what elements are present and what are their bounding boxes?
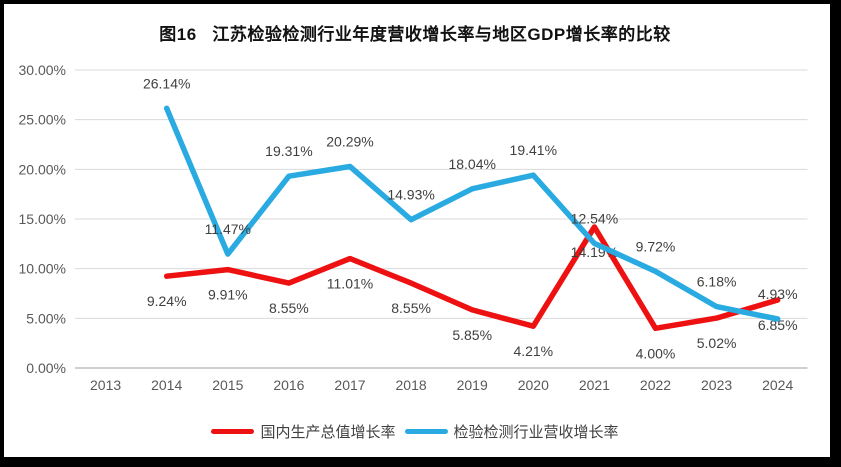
data-label-gdp-growth: 6.85% <box>758 317 798 333</box>
data-label-inspection-revenue-growth: 26.14% <box>143 75 190 91</box>
y-tick-label: 0.00% <box>26 360 66 376</box>
y-tick-label: 10.00% <box>19 261 66 277</box>
chart-legend: 国内生产总值增长率 检验检测行业营收增长率 <box>0 419 830 443</box>
x-tick-label: 2017 <box>334 377 365 393</box>
y-tick-label: 20.00% <box>19 161 66 177</box>
legend-line-swatch-inspection-revenue-growth <box>404 428 448 434</box>
x-tick-label: 2016 <box>273 377 304 393</box>
data-label-gdp-growth: 4.00% <box>636 345 676 361</box>
x-tick-label: 2022 <box>640 377 671 393</box>
legend-label-inspection-revenue-growth: 检验检测行业营收增长率 <box>453 423 619 441</box>
data-label-gdp-growth: 9.24% <box>147 293 187 309</box>
y-tick-label: 5.00% <box>26 310 66 326</box>
x-tick-label: 2024 <box>762 377 793 393</box>
data-label-inspection-revenue-growth: 4.93% <box>758 286 798 302</box>
data-label-gdp-growth: 5.85% <box>452 327 492 343</box>
y-tick-label: 25.00% <box>19 112 66 128</box>
x-tick-label: 2018 <box>396 377 427 393</box>
chart-title: 图16 江苏检验检测行业年度营收增长率与地区GDP增长率的比较 <box>159 25 671 44</box>
chart-background <box>4 4 830 457</box>
data-label-inspection-revenue-growth: 9.72% <box>636 238 676 254</box>
legend-item-inspection-revenue-growth: 检验检测行业营收增长率 <box>404 421 619 442</box>
series-line-gdp-growth <box>163 224 781 332</box>
data-label-inspection-revenue-growth: 6.18% <box>697 274 737 290</box>
data-label-gdp-growth: 5.02% <box>697 335 737 351</box>
data-label-gdp-growth: 11.01% <box>327 276 373 292</box>
x-tick-label: 2020 <box>518 377 549 393</box>
x-tick-label: 2019 <box>457 377 488 393</box>
data-label-inspection-revenue-growth: 14.93% <box>387 187 434 203</box>
x-tick-label: 2021 <box>579 377 610 393</box>
x-tick-label: 2013 <box>90 377 121 393</box>
data-label-gdp-growth: 9.91% <box>208 287 248 303</box>
data-label-inspection-revenue-growth: 18.04% <box>448 156 495 172</box>
data-label-inspection-revenue-growth: 19.31% <box>265 143 312 159</box>
x-tick-label: 2023 <box>701 377 732 393</box>
x-tick-label: 2015 <box>212 377 243 393</box>
y-tick-label: 30.00% <box>19 62 66 78</box>
legend-line-swatch-gdp-growth <box>211 428 255 434</box>
legend-item-gdp-growth: 国内生产总值增长率 <box>211 421 396 442</box>
data-label-inspection-revenue-growth: 12.54% <box>571 210 618 226</box>
data-label-gdp-growth: 8.55% <box>391 300 431 316</box>
data-label-gdp-growth: 4.21% <box>513 343 553 359</box>
y-tick-label: 15.00% <box>19 211 66 227</box>
data-label-gdp-growth: 8.55% <box>269 300 309 316</box>
data-label-inspection-revenue-growth: 11.47% <box>205 221 251 237</box>
series-line-inspection-revenue-growth <box>163 105 781 322</box>
x-tick-label: 2014 <box>151 377 182 393</box>
legend-label-gdp-growth: 国内生产总值增长率 <box>260 423 396 441</box>
data-label-inspection-revenue-growth: 20.29% <box>326 133 373 149</box>
data-label-inspection-revenue-growth: 19.41% <box>510 142 557 158</box>
